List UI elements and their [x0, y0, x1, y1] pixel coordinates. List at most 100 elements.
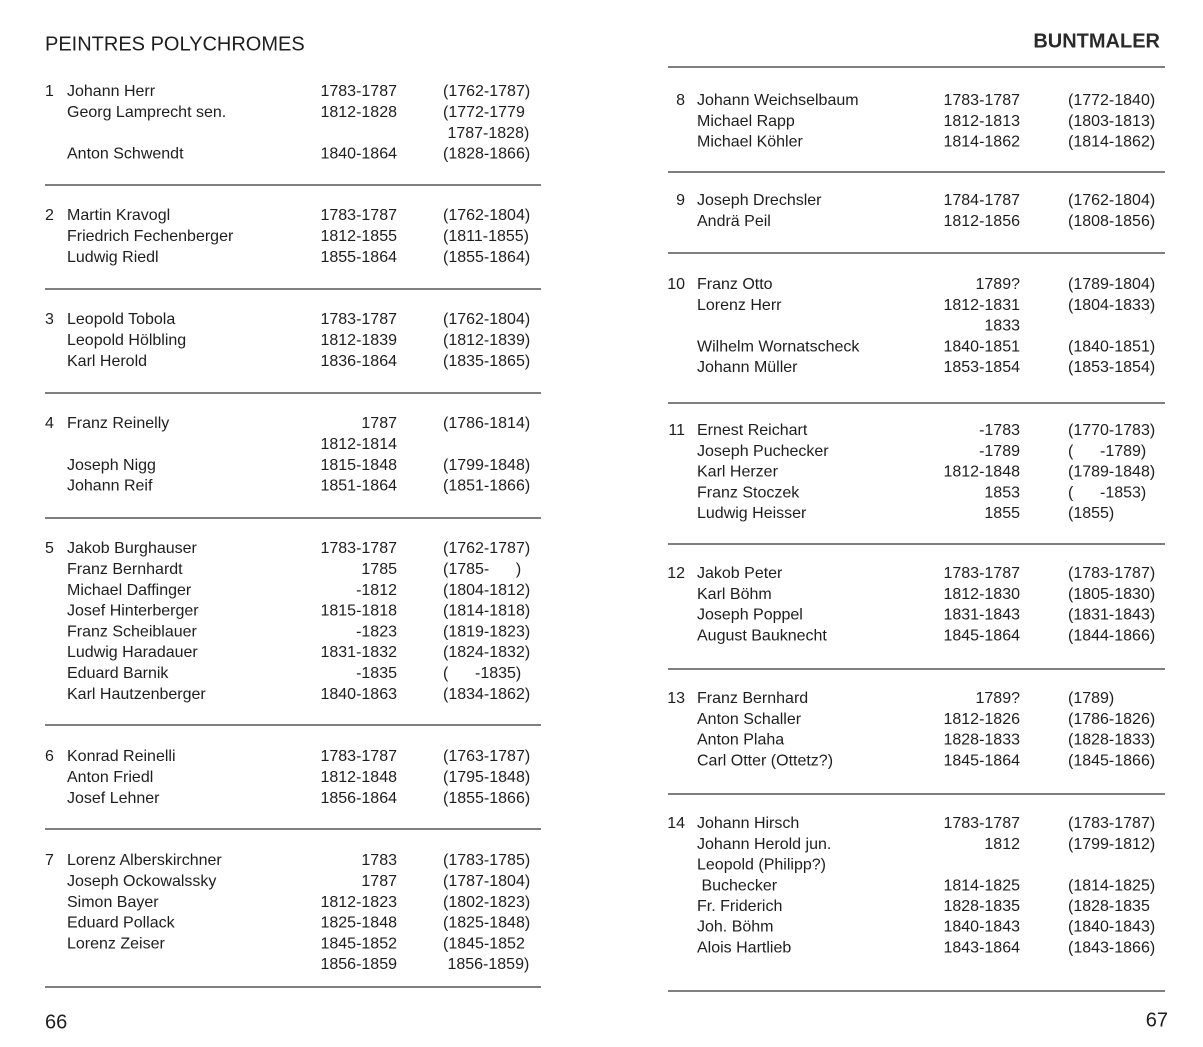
- life-range: (1772-1779: [443, 104, 525, 121]
- painter-name: Franz Stoczek: [697, 484, 800, 501]
- life-range: (1828-1835: [1068, 898, 1150, 915]
- painter-name: Eduard Barnik: [67, 665, 169, 682]
- active-years: 1845-1852: [320, 935, 397, 952]
- active-years: 1783-1787: [320, 540, 397, 557]
- painter-name: Leopold (Philipp?): [697, 857, 826, 874]
- life-range: (1802-1823): [443, 894, 530, 911]
- active-years: 1783-1787: [320, 311, 397, 328]
- life-range: (1855-1866): [443, 790, 530, 807]
- active-years: 1831-1832: [320, 644, 397, 661]
- life-range: (1814-1818): [443, 603, 530, 620]
- entry-number: 4: [45, 415, 54, 432]
- painter-name: Joseph Puchecker: [697, 443, 829, 460]
- painter-name: Karl Herzer: [697, 464, 779, 481]
- entry-number: 2: [45, 207, 54, 224]
- life-range: (1763-1787): [443, 748, 530, 765]
- active-years: 1853-1854: [943, 359, 1020, 376]
- active-years: 1787: [361, 415, 397, 432]
- painter-name: Karl Böhm: [697, 586, 772, 603]
- painter-name: Ernest Reichart: [697, 422, 808, 439]
- life-range: (1789-1848): [1068, 464, 1155, 481]
- active-years: 1851-1864: [320, 478, 397, 495]
- active-years: 1812-1855: [320, 228, 397, 245]
- active-years: 1812-1830: [943, 586, 1020, 603]
- right-page-number: 67: [1146, 1009, 1168, 1031]
- painter-name: Johann Weichselbaum: [697, 92, 859, 109]
- active-years: 1812-1856: [943, 213, 1020, 230]
- painter-name: Michael Rapp: [697, 113, 795, 130]
- entry-number: 9: [676, 192, 685, 209]
- life-range: (1853-1854): [1068, 359, 1155, 376]
- painter-name: Johann Hirsch: [697, 815, 799, 832]
- active-years: 1812-1848: [320, 769, 397, 786]
- active-years: 1783-1787: [320, 748, 397, 765]
- life-range: (1845-1866): [1068, 752, 1155, 769]
- active-years: 1783: [361, 852, 397, 869]
- life-range: (1834-1862): [443, 686, 530, 703]
- active-years: 1845-1864: [943, 752, 1020, 769]
- life-range: (1814-1862): [1068, 134, 1155, 151]
- life-range: 1856-1859): [443, 956, 529, 973]
- right-header: BUNTMALER: [1033, 30, 1160, 52]
- active-years: 1843-1864: [943, 939, 1020, 956]
- life-range: (1770-1783): [1068, 422, 1155, 439]
- active-years: 1856-1859: [320, 956, 397, 973]
- active-years: 1783-1787: [943, 565, 1020, 582]
- painter-name: Joseph Ockowalssky: [67, 873, 216, 890]
- life-range: 1787-1828): [443, 125, 529, 142]
- entry-number: 7: [45, 852, 54, 869]
- active-years: 1840-1864: [320, 146, 397, 163]
- active-years: 1845-1864: [943, 627, 1020, 644]
- active-years: 1840-1851: [943, 338, 1020, 355]
- active-years: 1783-1787: [320, 83, 397, 100]
- life-range: (1855): [1068, 505, 1114, 522]
- painter-name: Johann Reif: [67, 478, 153, 495]
- painter-name: Franz Bernhardt: [67, 561, 183, 578]
- life-range: (1840-1843): [1068, 919, 1155, 936]
- painter-name: Anton Plaha: [697, 732, 784, 749]
- entry-number: 13: [667, 690, 685, 707]
- life-range: (1762-1787): [443, 83, 530, 100]
- painter-name: Lorenz Zeiser: [67, 935, 165, 952]
- life-range: (1786-1814): [443, 415, 530, 432]
- painter-name: Ludwig Riedl: [67, 249, 159, 266]
- active-years: 1812-1831: [943, 297, 1020, 314]
- life-range: (1785- ): [443, 561, 521, 578]
- painter-name: Wilhelm Wornatscheck: [697, 338, 860, 355]
- painter-name: Franz Otto: [697, 276, 773, 293]
- life-range: (1772-1840): [1068, 92, 1155, 109]
- painter-name: Joseph Poppel: [697, 607, 803, 624]
- active-years: 1840-1843: [943, 919, 1020, 936]
- life-range: (1799-1848): [443, 457, 530, 474]
- active-years: 1856-1864: [320, 790, 397, 807]
- painter-name: Ludwig Haradauer: [67, 644, 198, 661]
- painter-name: Martin Kravogl: [67, 207, 170, 224]
- life-range: (1799-1812): [1068, 836, 1155, 853]
- life-range: (1843-1866): [1068, 939, 1155, 956]
- life-range: (1804-1833): [1068, 297, 1155, 314]
- active-years: -1823: [356, 623, 397, 640]
- life-range: ( -1835): [443, 665, 521, 682]
- active-years: 1789?: [976, 690, 1021, 707]
- life-range: (1789): [1068, 690, 1114, 707]
- entry-number: 10: [667, 276, 685, 293]
- active-years: 1855: [984, 505, 1020, 522]
- life-range: (1835-1865): [443, 353, 530, 370]
- painter-name: Josef Hinterberger: [67, 603, 199, 620]
- painter-name: Andrä Peil: [697, 213, 771, 230]
- painter-name: Fr. Friderich: [697, 898, 782, 915]
- active-years: 1828-1833: [943, 732, 1020, 749]
- active-years: 1783-1787: [320, 207, 397, 224]
- active-years: 1831-1843: [943, 607, 1020, 624]
- entry-number: 1: [45, 83, 54, 100]
- active-years: 1836-1864: [320, 353, 397, 370]
- painter-name: Georg Lamprecht sen.: [67, 104, 226, 121]
- life-range: (1840-1851): [1068, 338, 1155, 355]
- painter-name: Franz Scheiblauer: [67, 623, 198, 640]
- painter-name: Johann Herr: [67, 83, 156, 100]
- entry-number: 8: [676, 92, 685, 109]
- active-years: 1815-1848: [320, 457, 397, 474]
- active-years: 1812-1839: [320, 332, 397, 349]
- life-range: (1825-1848): [443, 915, 530, 932]
